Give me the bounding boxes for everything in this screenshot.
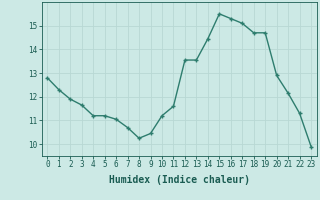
X-axis label: Humidex (Indice chaleur): Humidex (Indice chaleur): [109, 175, 250, 185]
